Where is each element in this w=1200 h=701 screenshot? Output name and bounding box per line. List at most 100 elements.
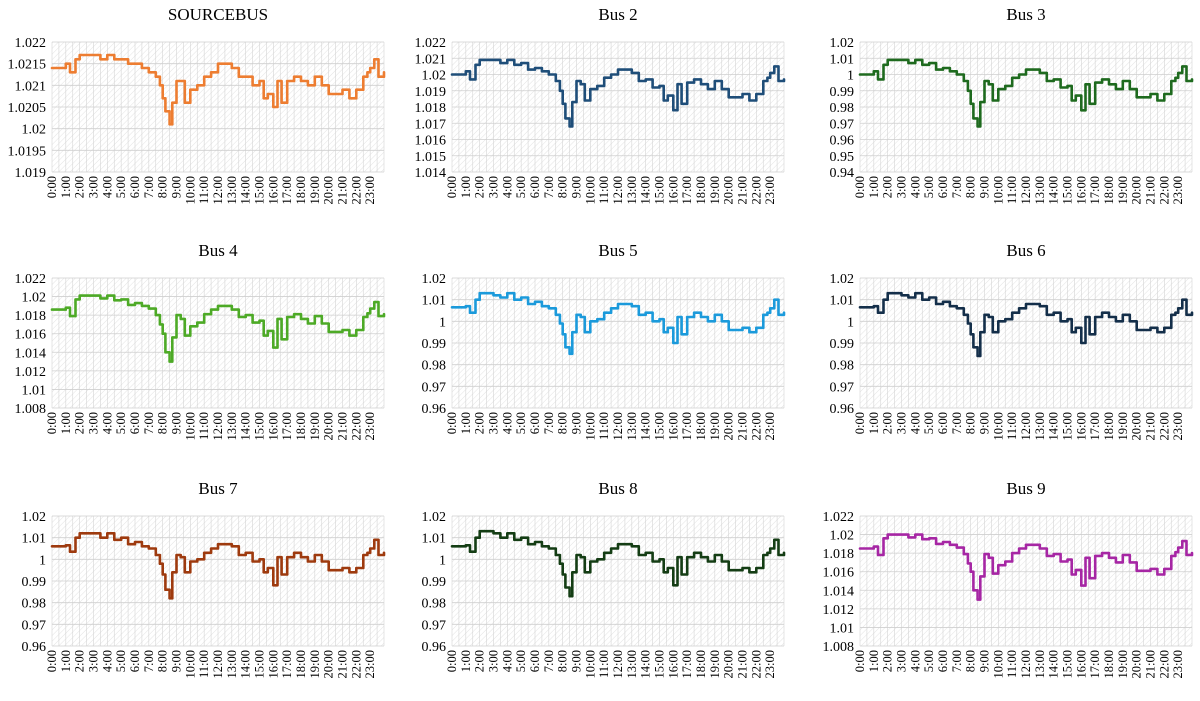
x-tick-label: 3:00 <box>895 176 909 198</box>
y-tick-label: 0.98 <box>422 359 447 374</box>
x-tick-label: 11:00 <box>197 176 211 204</box>
x-tick-label: 12:00 <box>1019 650 1033 678</box>
y-tick-label: 0.98 <box>422 597 447 612</box>
x-tick-label: 18:00 <box>294 412 308 440</box>
x-tick-label: 22:00 <box>749 650 763 678</box>
x-tick-label: 12:00 <box>211 176 225 204</box>
x-tick-label: 13:00 <box>225 650 239 678</box>
x-tick-label: 8:00 <box>156 176 170 198</box>
x-tick-label: 11:00 <box>1005 412 1019 440</box>
y-tick-label: 1.01 <box>422 532 447 547</box>
x-tick-label: 7:00 <box>950 412 964 434</box>
y-tick-label: 1.02 <box>22 123 47 138</box>
chart-panel-bus-6: Bus 6 0.96 0.97 0.98 0.99 1 1.01 1.02 0:00 1:00 2:… <box>812 236 1196 458</box>
x-tick-label: 19:00 <box>308 412 322 440</box>
x-tick-label: 20:00 <box>322 176 336 204</box>
y-tick-label: 1.02 <box>422 510 447 525</box>
x-tick-label: 7:00 <box>542 650 556 672</box>
x-tick-label: 12:00 <box>611 176 625 204</box>
y-tick-label: 1.02 <box>830 529 855 544</box>
chart-panel-bus-9: Bus 9 1.008 1.01 1.012 1.014 1.016 1.018 1.02 1.… <box>812 474 1196 696</box>
x-tick-label: 18:00 <box>694 176 708 204</box>
x-tick-label: 12:00 <box>611 412 625 440</box>
series-line <box>50 53 386 126</box>
x-tick-label: 20:00 <box>1130 412 1144 440</box>
x-tick-label: 21:00 <box>736 176 750 204</box>
x-tick-label: 9:00 <box>570 650 584 672</box>
x-tick-label: 16:00 <box>266 412 280 440</box>
y-tick-label: 1.01 <box>22 383 47 398</box>
chart-panel-bus-3: Bus 3 0.94 0.95 0.96 0.97 0.98 0.99 1 1.01 1.02 0:… <box>812 0 1196 222</box>
x-tick-label: 0:00 <box>45 412 59 434</box>
chart-title: Bus 6 <box>1006 241 1045 260</box>
x-tick-label: 8:00 <box>964 176 978 198</box>
x-tick-label: 10:00 <box>183 650 197 678</box>
x-tick-label: 9:00 <box>978 412 992 434</box>
x-tick-label: 23:00 <box>1171 650 1185 678</box>
x-tick-label: 22:00 <box>1157 412 1171 440</box>
x-tick-label: 17:00 <box>1088 176 1102 204</box>
y-tick-label: 1.02 <box>22 510 47 525</box>
x-tick-label: 10:00 <box>183 412 197 440</box>
y-tick-label: 1.0195 <box>8 144 47 159</box>
x-tick-label: 9:00 <box>570 412 584 434</box>
y-tick-label: 1.01 <box>422 294 447 309</box>
chart-title: Bus 5 <box>598 241 637 260</box>
x-tick-label: 10:00 <box>991 650 1005 678</box>
x-tick-label: 8:00 <box>156 412 170 434</box>
x-tick-label: 1:00 <box>867 176 881 198</box>
y-tick-label: 1.014 <box>415 166 447 181</box>
x-tick-label: 7:00 <box>950 650 964 672</box>
y-tick-label: 0.96 <box>422 402 447 417</box>
x-tick-label: 5:00 <box>922 650 936 672</box>
x-tick-label: 15:00 <box>1061 176 1075 204</box>
x-tick-label: 7:00 <box>142 650 156 672</box>
chart-title: Bus 2 <box>598 5 637 24</box>
y-tick-label: 1.012 <box>823 603 855 618</box>
line-chart-svg: Bus 4 1.008 1.01 1.012 1.014 1.016 1.018 1.02 1.… <box>15 241 386 440</box>
x-tick-label: 16:00 <box>666 412 680 440</box>
series-line <box>858 533 1194 601</box>
y-tick-label: 1 <box>847 69 854 84</box>
x-tick-label: 23:00 <box>363 176 377 204</box>
x-tick-label: 15:00 <box>1061 412 1075 440</box>
x-tick-label: 3:00 <box>487 176 501 198</box>
x-tick-label: 0:00 <box>445 176 459 198</box>
x-tick-label: 22:00 <box>1157 176 1171 204</box>
x-tick-label: 5:00 <box>922 412 936 434</box>
chart-title: Bus 9 <box>1006 479 1045 498</box>
y-tick-label: 0.97 <box>422 618 447 633</box>
y-tick-label: 0.99 <box>422 337 447 352</box>
gridlines <box>859 515 1193 647</box>
y-tick-label: 1.01 <box>22 532 47 547</box>
x-tick-label: 20:00 <box>1130 176 1144 204</box>
x-tick-label: 11:00 <box>597 176 611 204</box>
x-tick-label: 6:00 <box>128 412 142 434</box>
x-tick-label: 14:00 <box>639 650 653 678</box>
x-tick-label: 20:00 <box>722 412 736 440</box>
y-tick-label: 1.019 <box>415 85 447 100</box>
chart-panel-bus-2: Bus 2 1.014 1.015 1.016 1.017 1.018 1.019 1.02 1… <box>404 0 788 222</box>
x-tick-label: 17:00 <box>680 176 694 204</box>
x-tick-label: 11:00 <box>197 650 211 678</box>
x-tick-label: 4:00 <box>500 176 514 198</box>
y-tick-label: 1.022 <box>823 510 855 525</box>
y-tick-label: 1.017 <box>415 117 447 132</box>
x-tick-label: 10:00 <box>583 412 597 440</box>
y-tick-label: 1.0215 <box>8 58 47 73</box>
x-tick-label: 4:00 <box>908 650 922 672</box>
x-tick-label: 9:00 <box>978 650 992 672</box>
x-tick-label: 0:00 <box>853 176 867 198</box>
x-tick-label: 4:00 <box>908 176 922 198</box>
x-tick-label: 18:00 <box>1102 412 1116 440</box>
x-tick-label: 5:00 <box>114 412 128 434</box>
x-tick-label: 21:00 <box>336 412 350 440</box>
x-tick-label: 1:00 <box>459 176 473 198</box>
series-line <box>50 294 386 363</box>
x-tick-label: 21:00 <box>736 412 750 440</box>
x-tick-label: 4:00 <box>500 412 514 434</box>
y-tick-label: 1.01 <box>830 294 855 309</box>
y-tick-label: 1.018 <box>15 309 47 324</box>
line-chart-svg: Bus 5 0.96 0.97 0.98 0.99 1 1.01 1.02 0:00 1:00 2:… <box>422 241 786 440</box>
x-tick-label: 12:00 <box>611 650 625 678</box>
